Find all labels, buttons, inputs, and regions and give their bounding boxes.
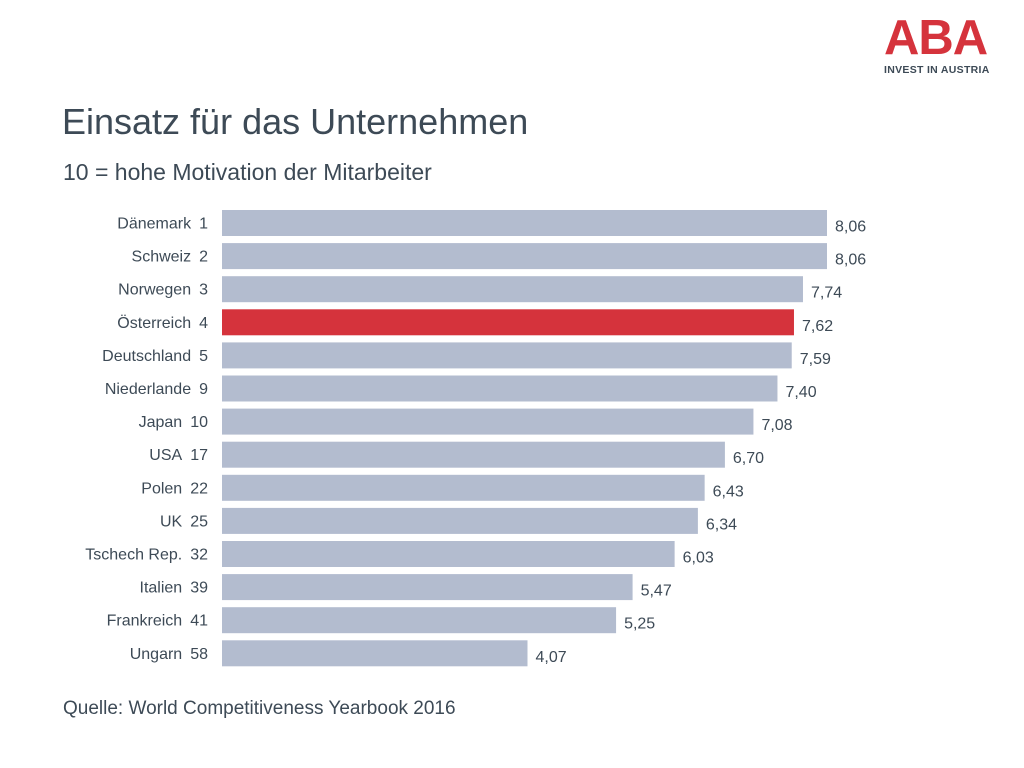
value-label: 7,62 [802, 318, 833, 335]
value-label: 7,40 [785, 384, 816, 401]
rank-label: 32 [190, 547, 208, 564]
logo-wordmark: ABA [884, 11, 988, 65]
value-label: 6,43 [713, 483, 744, 500]
category-label: Ungarn [130, 646, 182, 663]
value-label: 7,08 [761, 417, 792, 434]
category-label: Italien [140, 580, 183, 597]
category-label: Schweiz [132, 249, 192, 266]
rank-label: 9 [199, 381, 208, 398]
value-label: 4,07 [536, 649, 567, 666]
category-label: Polen [141, 480, 182, 497]
logo-tagline: INVEST IN AUSTRIA [884, 64, 990, 76]
bar [222, 474, 705, 501]
category-label: Japan [139, 414, 183, 431]
bar-highlight [222, 309, 794, 336]
value-label: 5,47 [641, 583, 672, 600]
category-label: Dänemark [117, 216, 192, 233]
bar [222, 507, 698, 534]
bar [222, 243, 827, 270]
bar [222, 342, 792, 369]
bar [222, 640, 528, 667]
category-label: Österreich [117, 314, 191, 332]
bar [222, 607, 617, 634]
bar [222, 441, 725, 468]
rank-label: 3 [199, 282, 208, 299]
bar [222, 408, 754, 435]
value-label: 6,70 [733, 450, 764, 467]
category-label: USA [149, 447, 182, 464]
bar [222, 276, 803, 303]
rank-label: 22 [190, 480, 208, 497]
category-label: Norwegen [118, 282, 191, 299]
source-note: Quelle: World Competitiveness Yearbook 2… [63, 698, 456, 719]
aba-logo: ABA INVEST IN AUSTRIA [884, 11, 1000, 77]
category-label: Deutschland [102, 348, 191, 365]
value-label: 6,34 [706, 516, 737, 533]
value-label: 6,03 [683, 550, 714, 567]
bar [222, 574, 633, 601]
rank-label: 2 [199, 249, 208, 266]
rank-label: 10 [190, 414, 208, 431]
rank-label: 1 [199, 216, 208, 233]
value-label: 7,59 [800, 351, 831, 368]
value-label: 5,25 [624, 616, 655, 633]
rank-label: 5 [199, 348, 208, 365]
value-label: 8,06 [835, 252, 866, 269]
rank-label: 25 [190, 513, 208, 530]
rank-label: 41 [190, 613, 208, 630]
rank-label: 4 [199, 315, 208, 332]
bar [222, 375, 778, 402]
value-label: 7,74 [811, 285, 842, 302]
rank-label: 39 [190, 580, 208, 597]
category-label: Niederlande [105, 381, 191, 398]
rank-label: 17 [190, 447, 208, 464]
category-label: UK [160, 513, 183, 530]
value-label: 8,06 [835, 219, 866, 236]
bar [222, 210, 827, 236]
bar [222, 541, 675, 567]
category-label: Tschech Rep. [85, 547, 182, 564]
page-title: Einsatz für das Unternehmen [62, 101, 529, 142]
category-label: Frankreich [107, 613, 183, 630]
page-subtitle: 10 = hohe Motivation der Mitarbeiter [63, 159, 432, 185]
rank-label: 58 [190, 646, 208, 663]
